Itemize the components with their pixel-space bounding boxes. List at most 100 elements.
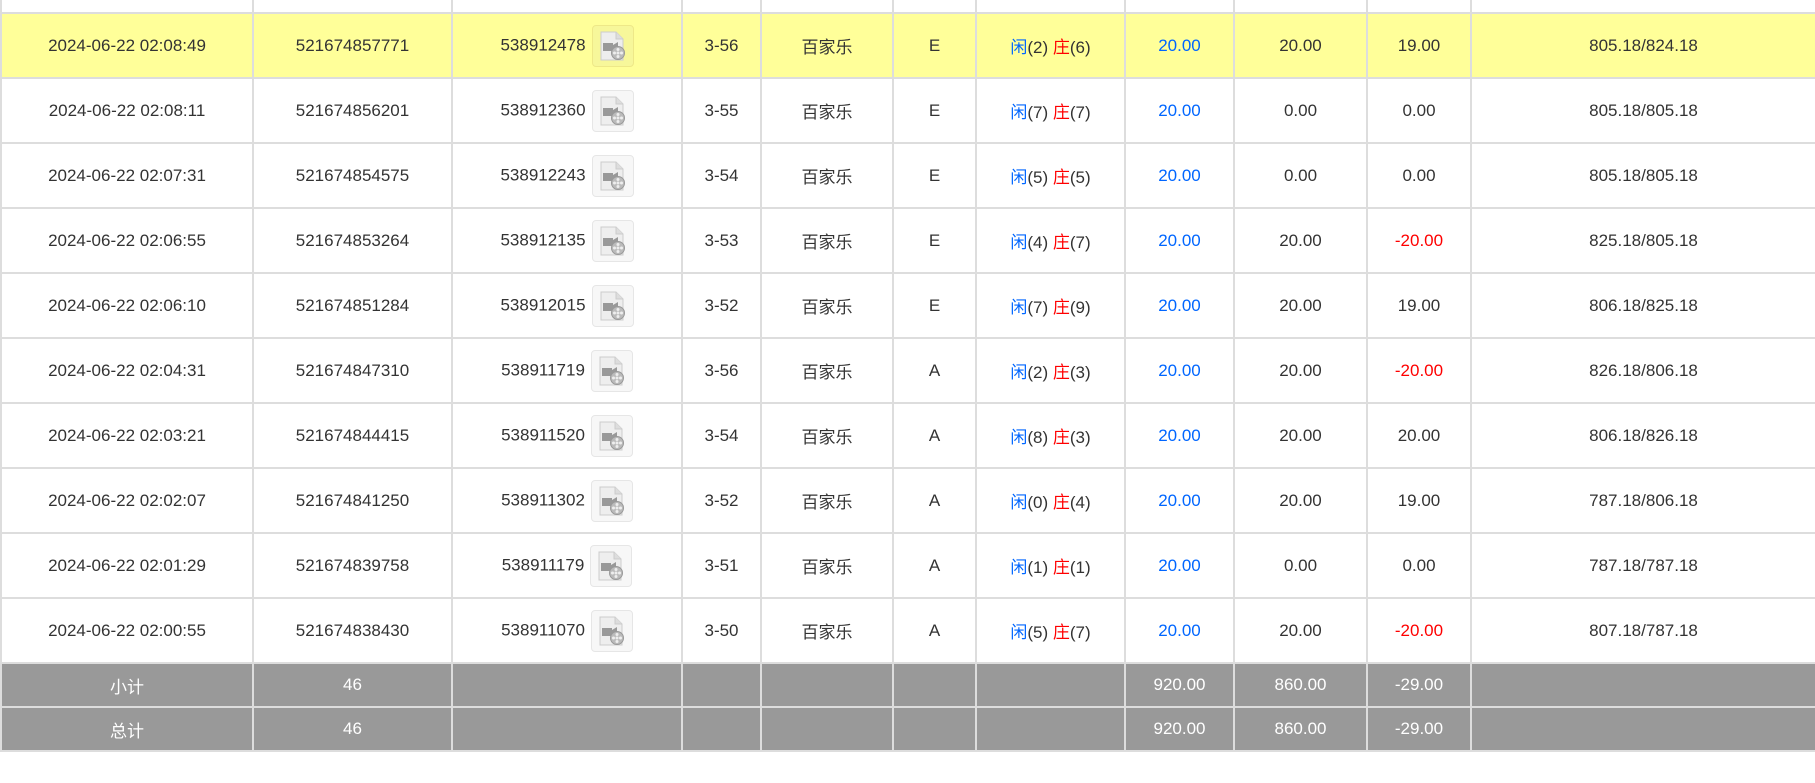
order-number-cell: 521674844415 xyxy=(252,402,453,469)
result-cell: 闲(8) 庄(3) xyxy=(975,402,1126,469)
banker-label: 庄 xyxy=(1052,428,1070,447)
table-number-cell: 3-52 xyxy=(681,467,762,534)
video-file-icon[interactable] xyxy=(590,544,633,587)
order-number-cell: 521674856201 xyxy=(252,77,453,144)
empty-cell xyxy=(975,706,1126,752)
seat-cell: A xyxy=(892,402,977,469)
win-loss-cell: 0.00 xyxy=(1366,77,1472,144)
subtotal-bet: 920.00 xyxy=(1124,662,1235,708)
video-file-icon[interactable] xyxy=(591,284,634,327)
table-row[interactable]: 2024-06-22 02:00:55 521674838430 538911070… xyxy=(0,597,1815,664)
table-row[interactable] xyxy=(0,0,1815,14)
order-number-cell: 521674838430 xyxy=(252,597,453,664)
bet-time-cell: 2024-06-22 02:07:31 xyxy=(0,142,254,209)
win-loss-cell: -20.00 xyxy=(1366,597,1472,664)
video-file-icon[interactable] xyxy=(591,24,634,67)
round-number-cell: 538912360 xyxy=(451,77,683,144)
total-count: 46 xyxy=(252,706,453,752)
result-cell: 闲(7) 庄(7) xyxy=(975,77,1126,144)
banker-label: 庄 xyxy=(1052,298,1070,317)
total-valid: 860.00 xyxy=(1233,706,1368,752)
empty-cell xyxy=(681,706,762,752)
valid-bet-cell: 0.00 xyxy=(1233,532,1368,599)
table-row[interactable]: 2024-06-22 02:04:31 521674847310 538911719… xyxy=(0,337,1815,404)
seat-cell: A xyxy=(892,597,977,664)
game-type-cell: 百家乐 xyxy=(760,597,894,664)
video-file-icon[interactable] xyxy=(590,479,633,522)
bet-amount-cell: 20.00 xyxy=(1124,597,1235,664)
table-row[interactable]: 2024-06-22 02:06:55 521674853264 538912135… xyxy=(0,207,1815,274)
video-file-icon[interactable] xyxy=(590,609,633,652)
win-loss-cell: 20.00 xyxy=(1366,402,1472,469)
balance-cell: 806.18/825.18 xyxy=(1470,272,1815,339)
player-points: (0) xyxy=(1027,493,1049,512)
total-label: 总计 xyxy=(0,706,254,752)
table-row[interactable]: 2024-06-22 02:07:31 521674854575 538912243… xyxy=(0,142,1815,209)
table-row[interactable]: 2024-06-22 02:06:10 521674851284 538912015… xyxy=(0,272,1815,339)
banker-label: 庄 xyxy=(1052,233,1070,252)
video-file-icon[interactable] xyxy=(590,414,633,457)
banker-label: 庄 xyxy=(1052,103,1070,122)
table-row[interactable]: 2024-06-22 02:02:07 521674841250 538911302… xyxy=(0,467,1815,534)
round-number-cell: 538911302 xyxy=(451,467,683,534)
player-label: 闲 xyxy=(1010,103,1028,122)
game-type-cell xyxy=(760,0,894,14)
win-loss-cell xyxy=(1366,0,1472,14)
banker-label: 庄 xyxy=(1052,168,1070,187)
empty-cell xyxy=(892,662,977,708)
banker-points: (7) xyxy=(1069,233,1091,252)
seat-cell: E xyxy=(892,272,977,339)
win-loss-cell: 19.00 xyxy=(1366,272,1472,339)
bet-amount-cell: 20.00 xyxy=(1124,142,1235,209)
empty-cell xyxy=(451,706,683,752)
table-row[interactable]: 2024-06-22 02:08:49 521674857771 538912478… xyxy=(0,12,1815,79)
game-type-cell: 百家乐 xyxy=(760,12,894,79)
valid-bet-cell: 20.00 xyxy=(1233,12,1368,79)
banker-points: (1) xyxy=(1069,558,1091,577)
seat-cell: E xyxy=(892,142,977,209)
seat-cell xyxy=(892,0,977,14)
empty-cell xyxy=(760,706,894,752)
round-number-cell: 538912015 xyxy=(451,272,683,339)
empty-cell xyxy=(1470,706,1815,752)
seat-cell: A xyxy=(892,337,977,404)
order-number-cell: 521674853264 xyxy=(252,207,453,274)
round-number: 538911302 xyxy=(501,489,585,509)
game-type-cell: 百家乐 xyxy=(760,402,894,469)
table-number-cell: 3-56 xyxy=(681,12,762,79)
player-label: 闲 xyxy=(1010,233,1028,252)
game-type-cell: 百家乐 xyxy=(760,207,894,274)
valid-bet-cell xyxy=(1233,0,1368,14)
table-number-cell: 3-51 xyxy=(681,532,762,599)
empty-cell xyxy=(1470,662,1815,708)
video-file-icon[interactable] xyxy=(591,154,634,197)
player-label: 闲 xyxy=(1010,558,1028,577)
balance-cell: 787.18/787.18 xyxy=(1470,532,1815,599)
game-type-cell: 百家乐 xyxy=(760,77,894,144)
bet-time-cell: 2024-06-22 02:08:49 xyxy=(0,12,254,79)
bet-amount-cell: 20.00 xyxy=(1124,467,1235,534)
bet-amount-cell: 20.00 xyxy=(1124,77,1235,144)
video-file-icon[interactable] xyxy=(590,349,633,392)
subtotal-win: -29.00 xyxy=(1366,662,1472,708)
banker-label: 庄 xyxy=(1052,493,1070,512)
table-number-cell: 3-54 xyxy=(681,142,762,209)
empty-cell xyxy=(892,706,977,752)
table-row[interactable]: 2024-06-22 02:03:21 521674844415 538911520… xyxy=(0,402,1815,469)
valid-bet-cell: 20.00 xyxy=(1233,207,1368,274)
order-number-cell: 521674854575 xyxy=(252,142,453,209)
balance-cell: 826.18/806.18 xyxy=(1470,337,1815,404)
table-number-cell: 3-56 xyxy=(681,337,762,404)
result-cell: 闲(5) 庄(7) xyxy=(975,597,1126,664)
round-number-cell: 538911179 xyxy=(451,532,683,599)
order-number-cell xyxy=(252,0,453,14)
video-file-icon[interactable] xyxy=(591,89,634,132)
game-type-cell: 百家乐 xyxy=(760,142,894,209)
video-file-icon[interactable] xyxy=(591,219,634,262)
result-cell xyxy=(975,0,1126,14)
table-row[interactable]: 2024-06-22 02:08:11 521674856201 538912360… xyxy=(0,77,1815,144)
bet-time-cell: 2024-06-22 02:02:07 xyxy=(0,467,254,534)
table-row[interactable]: 2024-06-22 02:01:29 521674839758 538911179… xyxy=(0,532,1815,599)
round-number-cell: 538911070 xyxy=(451,597,683,664)
seat-cell: A xyxy=(892,467,977,534)
